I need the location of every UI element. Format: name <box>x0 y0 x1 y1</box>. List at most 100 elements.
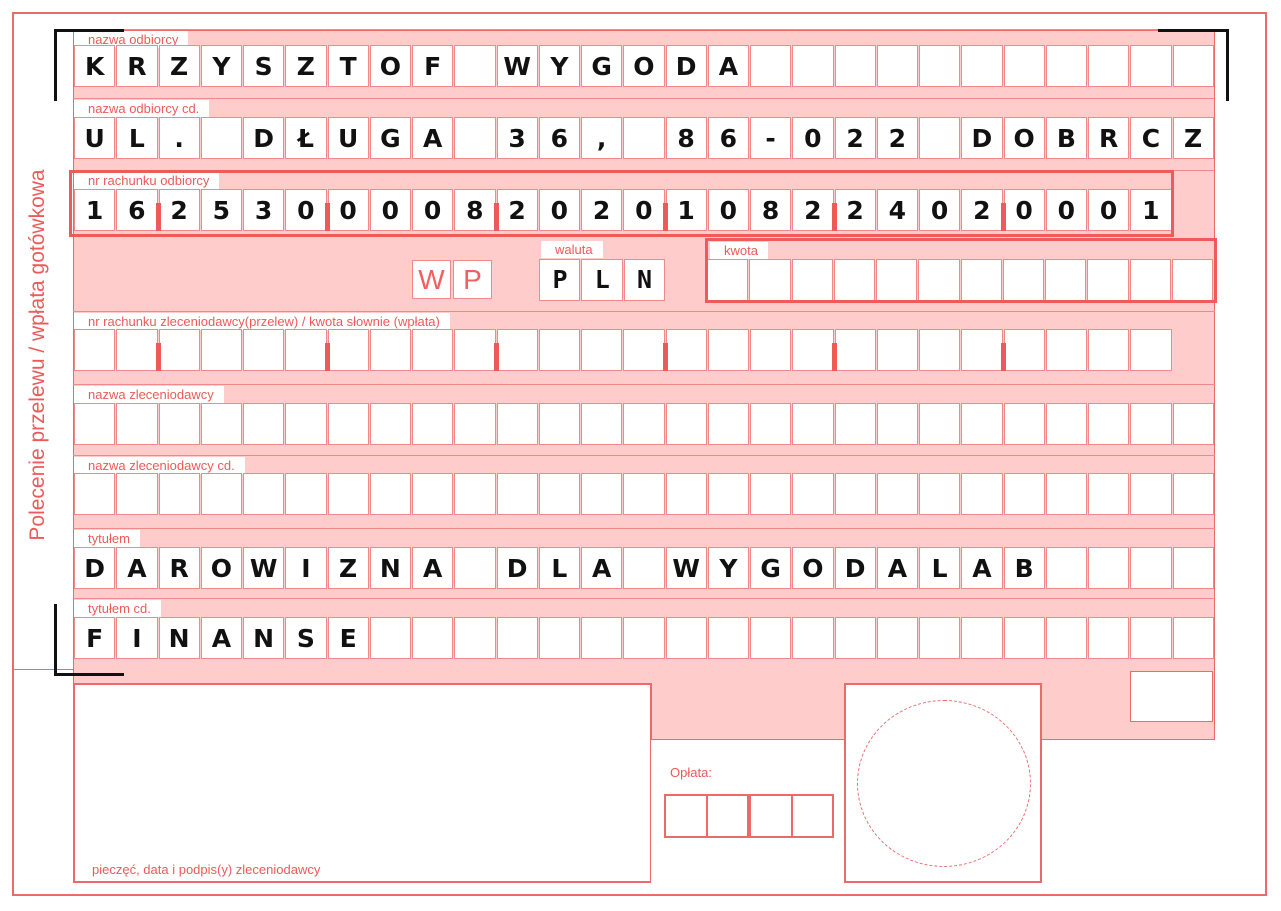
char-cell: R <box>116 45 158 87</box>
transfer-type-w[interactable]: W <box>412 260 451 299</box>
char-cell: Z <box>327 547 369 589</box>
amount-field[interactable] <box>706 259 1213 301</box>
char-cell <box>369 473 411 515</box>
field-row-4[interactable] <box>73 329 1172 371</box>
char-cell <box>538 473 580 515</box>
char-cell <box>1172 617 1214 659</box>
stamp-box[interactable] <box>844 683 1042 883</box>
char-cell <box>454 617 496 659</box>
char-cell: U <box>74 117 116 159</box>
char-cell: 2 <box>581 189 623 231</box>
char-cell: 0 <box>369 189 411 231</box>
char-cell: I <box>116 617 158 659</box>
char-cell: 1 <box>1130 189 1172 231</box>
char-cell: C <box>1130 117 1172 159</box>
char-cell: 8 <box>750 189 792 231</box>
char-cell <box>876 403 918 445</box>
group-separator <box>662 343 668 371</box>
char-cell <box>1130 45 1172 87</box>
char-cell: S <box>285 617 327 659</box>
char-cell: . <box>158 117 200 159</box>
char-cell: D <box>74 547 116 589</box>
char-cell <box>581 473 623 515</box>
char-cell: B <box>1003 547 1045 589</box>
char-cell <box>200 117 242 159</box>
char-cell <box>623 617 665 659</box>
char-cell <box>496 473 538 515</box>
char-cell: 3 <box>496 117 538 159</box>
char-cell: A <box>200 617 242 659</box>
char-cell <box>327 473 369 515</box>
char-cell <box>327 403 369 445</box>
char-cell: 8 <box>665 117 707 159</box>
char-cell: A <box>961 547 1003 589</box>
transfer-type-p[interactable]: P <box>453 260 492 299</box>
char-cell: D <box>834 547 876 589</box>
char-cell <box>74 473 116 515</box>
char-cell: Z <box>285 45 327 87</box>
fee-field[interactable] <box>664 794 834 838</box>
char-cell: N <box>369 547 411 589</box>
group-separator <box>493 203 499 231</box>
char-cell <box>834 617 876 659</box>
char-cell <box>707 617 749 659</box>
char-cell: 0 <box>1045 189 1087 231</box>
field-label: nazwa odbiorcy cd. <box>74 100 210 117</box>
char-cell: D <box>496 547 538 589</box>
char-cell: N <box>158 617 200 659</box>
char-cell <box>665 617 707 659</box>
field-row-5[interactable] <box>73 403 1214 445</box>
char-cell: L <box>919 547 961 589</box>
char-cell <box>158 403 200 445</box>
corner-mark <box>54 29 124 32</box>
char-cell <box>1003 45 1045 87</box>
fee-cell <box>666 796 708 836</box>
char-cell: A <box>116 547 158 589</box>
row-separator <box>73 29 1215 30</box>
char-cell <box>834 329 876 371</box>
char-cell <box>623 117 665 159</box>
char-cell <box>918 259 960 301</box>
char-cell: 2 <box>834 117 876 159</box>
row-separator <box>73 528 1215 529</box>
char-cell: S <box>243 45 285 87</box>
char-cell: 6 <box>707 117 749 159</box>
char-cell <box>834 473 876 515</box>
char-cell: D <box>243 117 285 159</box>
char-cell <box>919 329 961 371</box>
char-cell <box>285 473 327 515</box>
char-cell: U <box>327 117 369 159</box>
signature-box[interactable] <box>73 683 652 883</box>
amount-label: kwota <box>710 242 768 259</box>
char-cell: A <box>412 547 454 589</box>
char-cell <box>1045 403 1087 445</box>
char-cell <box>200 329 242 371</box>
char-cell <box>792 403 834 445</box>
char-cell: 6 <box>116 189 158 231</box>
char-cell <box>1088 403 1130 445</box>
char-cell: 6 <box>538 117 580 159</box>
char-cell <box>919 45 961 87</box>
group-separator <box>493 343 499 371</box>
char-cell <box>454 473 496 515</box>
field-row-6[interactable] <box>73 473 1214 515</box>
char-cell <box>876 617 918 659</box>
char-cell <box>116 473 158 515</box>
char-cell <box>623 403 665 445</box>
corner-mark <box>1226 29 1229 101</box>
char-cell <box>1130 329 1172 371</box>
char-cell <box>539 259 581 301</box>
currency-value: PLN <box>552 265 680 294</box>
char-cell <box>412 329 454 371</box>
char-cell: O <box>792 547 834 589</box>
small-box <box>1130 671 1213 722</box>
char-cell: 2 <box>792 189 834 231</box>
char-cell <box>750 403 792 445</box>
char-cell <box>581 403 623 445</box>
currency-field[interactable] <box>538 259 665 301</box>
